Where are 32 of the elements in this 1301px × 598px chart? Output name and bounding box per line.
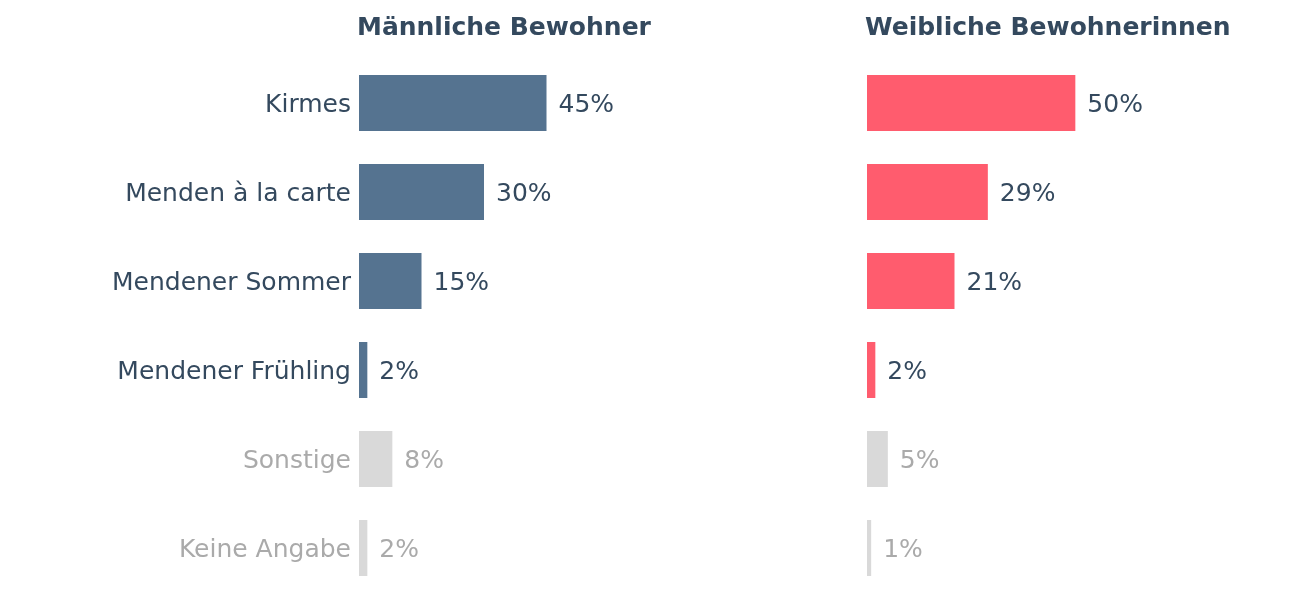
data-label: 2% [379,534,420,563]
bar [867,431,888,487]
data-label: 15% [433,267,490,296]
y-tick-label: Sonstige [242,444,351,474]
data-label: 21% [966,267,1023,296]
bar [359,164,484,220]
bar [359,253,422,309]
bar [359,520,368,576]
data-label: 2% [887,356,928,385]
bar [359,342,368,398]
data-label: 5% [899,445,940,474]
y-tick-label: Mendener Frühling [117,355,351,385]
chart-title: Weibliche Bewohnerinnen [865,12,1231,41]
data-label: 2% [379,356,420,385]
data-label: 1% [883,534,923,563]
chart-title: Männliche Bewohner [357,12,651,41]
y-tick-label: Menden à la carte [125,177,351,207]
y-tick-label: Kirmes [265,88,351,118]
bar [867,75,1076,131]
bar [867,164,988,220]
data-label: 30% [496,178,552,207]
bar [359,431,393,487]
data-label: 45% [558,89,615,118]
bar [867,342,876,398]
y-tick-label: Mendener Sommer [111,266,352,296]
bar [867,253,955,309]
bar [359,75,547,131]
data-label: 50% [1087,89,1143,118]
data-label: 8% [404,445,445,474]
data-label: 29% [999,178,1056,207]
bar [867,520,872,576]
y-tick-label: Keine Angabe [178,533,351,563]
